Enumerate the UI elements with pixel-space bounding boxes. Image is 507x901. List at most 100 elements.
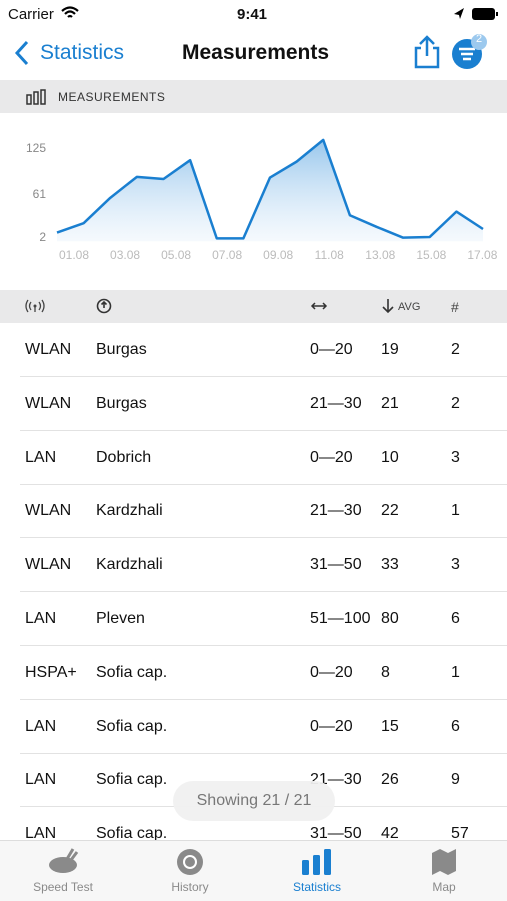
tab-label: Speed Test [33, 880, 93, 894]
network-type: LAN [25, 448, 57, 466]
tab[interactable]: Statistics [254, 847, 380, 894]
row-divider [20, 752, 507, 754]
table-row[interactable]: WLAN Kardzhali 21—30 22 1 [0, 484, 507, 539]
count-header: # [451, 299, 459, 315]
average: 19 [381, 341, 399, 358]
average: 80 [381, 610, 399, 627]
location: Kardzhali [96, 556, 163, 574]
speed-range: 21—30 [310, 394, 362, 412]
chart-icon [26, 89, 46, 105]
count: 2 [451, 394, 460, 412]
count: 1 [451, 502, 460, 520]
count: 6 [451, 610, 460, 627]
tab-label: Statistics [292, 880, 341, 894]
speed-range: 0—20 [310, 717, 353, 735]
row-divider [20, 429, 507, 431]
x-tick-label: 09.08 [263, 248, 293, 262]
table-row[interactable]: HSPA+ Sofia cap. 0—20 8 1 [0, 646, 507, 700]
share-button[interactable] [412, 34, 442, 70]
toast: Showing 21 / 21 [173, 781, 335, 821]
count: 1 [451, 663, 460, 681]
download-icon [382, 299, 394, 314]
average: 33 [381, 556, 399, 574]
speed-range: 0—20 [310, 663, 353, 681]
back-button[interactable]: Statistics [40, 41, 125, 64]
count: 2 [451, 341, 460, 358]
average: 26 [381, 771, 399, 789]
speed-range: 31—50 [310, 825, 362, 843]
location: Sofia cap. [96, 663, 168, 681]
section-title: MEASUREMENTS [58, 90, 166, 104]
area [57, 139, 483, 242]
location: Dobrich [96, 448, 152, 466]
x-tick-label: 11.08 [315, 248, 344, 262]
filter-button[interactable] [450, 34, 490, 72]
average: 10 [381, 448, 399, 466]
table-row[interactable]: WLAN Burgas 21—30 21 2 [0, 377, 507, 431]
count: 3 [451, 556, 460, 574]
tab-icon [302, 849, 331, 875]
avg-header: AVG [398, 301, 421, 313]
count: 6 [451, 717, 460, 735]
row-divider [20, 483, 507, 485]
network-type: HSPA+ [25, 663, 77, 681]
average: 21 [381, 394, 399, 412]
line [56, 138, 484, 240]
y-tick-label: 125 [26, 141, 46, 155]
table-row[interactable]: LAN Pleven 51—100 80 6 [0, 592, 507, 646]
tab-label: History [171, 880, 209, 894]
network-type: LAN [25, 717, 57, 735]
network-type: LAN [25, 610, 57, 627]
network-type: WLAN [25, 502, 72, 520]
x-tick-label: 01.08 [59, 248, 89, 262]
x-tick-label: 15.08 [416, 248, 446, 262]
row-divider [20, 537, 507, 539]
speed-range: 0—20 [310, 341, 353, 358]
table-header: AVG # [0, 290, 507, 323]
location: Sofia cap. [96, 717, 168, 735]
speed-range: 31—50 [310, 556, 362, 574]
chart: 2 61 125 01.08 03.08 05.08 07.08 09.08 11.08 13.0… [26, 138, 498, 262]
location: Sofia cap. [96, 825, 168, 843]
network-type: LAN [25, 771, 57, 789]
location: Sofia cap. [96, 771, 168, 789]
network-type: WLAN [25, 556, 72, 574]
clock: 9:41 [237, 6, 268, 23]
row-divider [20, 591, 507, 593]
location: Burgas [96, 341, 147, 358]
count: 9 [451, 771, 460, 789]
back-chevron[interactable] [14, 40, 30, 66]
x-tick-label: 17.08 [467, 248, 497, 262]
tab[interactable]: History [127, 847, 253, 894]
network-type: WLAN [25, 394, 72, 412]
tab[interactable]: Speed Test [0, 847, 126, 894]
count: 3 [451, 448, 460, 466]
speed-range: 0—20 [310, 448, 353, 466]
x-tick-label: 13.08 [365, 248, 395, 262]
table-row[interactable]: LAN Dobrich 0—20 10 3 [0, 431, 507, 485]
nav-bar: Statistics Measurements 2 [0, 30, 507, 81]
tab[interactable]: Map [381, 847, 507, 894]
average: 22 [381, 502, 399, 520]
tab-icon [177, 849, 203, 875]
section-header: MEASUREMENTS [0, 80, 507, 113]
tab-bar: Speed Test History Statistics Map [0, 840, 507, 901]
y-tick-label: 2 [39, 230, 46, 244]
location: Burgas [96, 394, 147, 412]
y-tick-label: 61 [33, 187, 47, 201]
location: Pleven [96, 610, 145, 627]
row-divider [20, 698, 507, 700]
table-row[interactable]: LAN Sofia cap. 0—20 15 6 [0, 700, 507, 754]
wifi-icon [61, 6, 79, 18]
tab-icon [432, 849, 456, 875]
nav-title: Measurements [182, 41, 330, 64]
x-tick-label: 05.08 [161, 248, 191, 262]
table-row[interactable]: WLAN Kardzhali 31—50 33 3 [0, 538, 507, 593]
status-bar: Carrier 9:41 [0, 0, 507, 30]
table-row[interactable]: WLAN Burgas 0—20 19 2 [0, 323, 507, 377]
speed-range: 21—30 [310, 502, 362, 520]
tab-label: Map [432, 880, 456, 894]
average: 42 [381, 825, 399, 843]
network-icon [25, 299, 45, 313]
